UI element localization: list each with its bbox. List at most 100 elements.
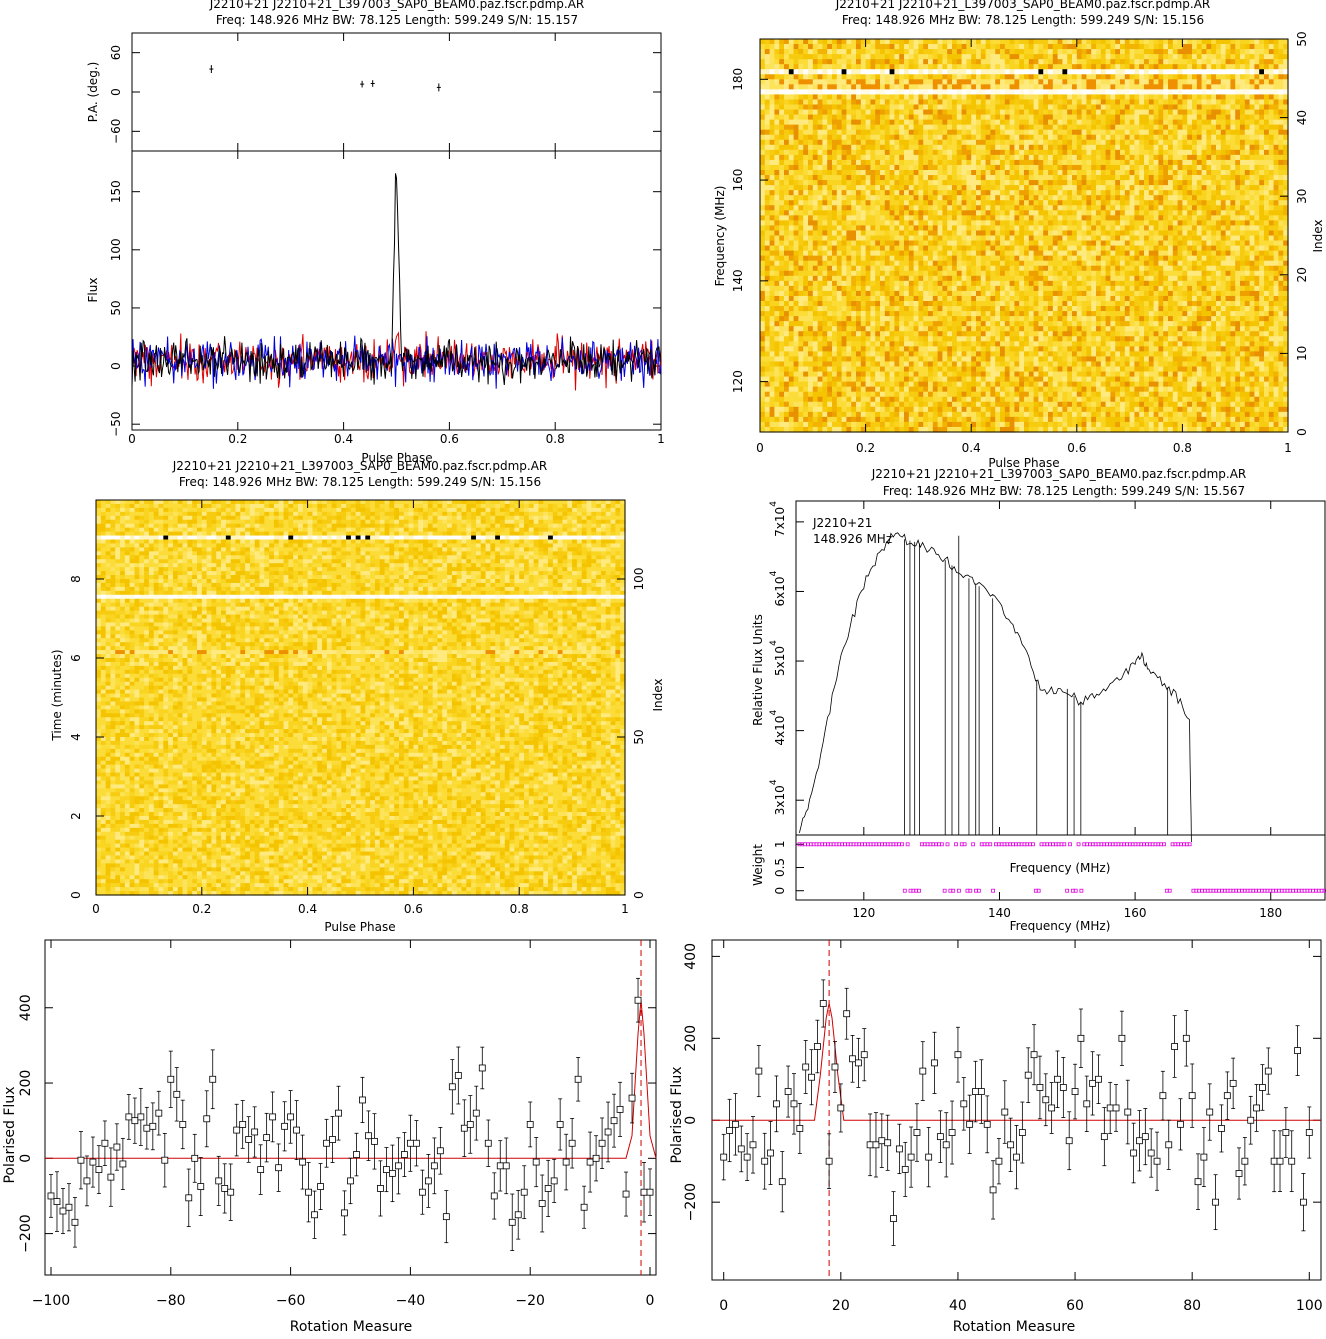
heatmap-cell — [765, 155, 770, 161]
heatmap-cell — [1182, 230, 1187, 236]
heatmap-cell — [1240, 215, 1245, 221]
heatmap-cell — [1130, 155, 1135, 161]
heatmap-cell — [1082, 200, 1087, 206]
heatmap-cell — [957, 69, 962, 75]
heatmap-cell — [890, 105, 895, 111]
heatmap-cell — [1192, 160, 1197, 166]
heatmap-cell — [789, 175, 794, 181]
heatmap-cell — [1062, 215, 1067, 221]
heatmap-cell — [1029, 261, 1034, 267]
heatmap-cell — [938, 64, 943, 70]
heatmap-cell — [856, 225, 861, 231]
heatmap-cell — [1211, 64, 1216, 70]
heatmap-cell — [1072, 220, 1077, 226]
heatmap-cell — [1211, 145, 1216, 151]
heatmap-cell — [1144, 160, 1149, 166]
heatmap-cell — [962, 115, 967, 121]
heatmap-cell — [1230, 180, 1235, 186]
heatmap-cell — [914, 115, 919, 121]
heatmap-cell — [784, 94, 789, 100]
heatmap-cell — [938, 150, 943, 156]
heatmap-cell — [832, 210, 837, 216]
heatmap-cell — [1091, 160, 1096, 166]
heatmap-cell — [1144, 145, 1149, 151]
heatmap-cell — [1274, 74, 1279, 80]
heatmap-cell — [904, 125, 909, 131]
heatmap-cell — [942, 110, 947, 116]
heatmap-cell — [1226, 120, 1231, 126]
heatmap-cell — [1048, 140, 1053, 146]
heatmap-cell — [1101, 225, 1106, 231]
heatmap-cell — [870, 39, 875, 45]
heatmap-cell — [856, 256, 861, 262]
heatmap-cell — [1034, 200, 1039, 206]
heatmap-cell — [885, 200, 890, 206]
heatmap-cell — [928, 145, 933, 151]
heatmap-cell — [995, 130, 1000, 136]
heatmap-cell — [842, 140, 847, 146]
heatmap-cell — [947, 59, 952, 65]
heatmap-cell — [966, 69, 971, 75]
heatmap-cell — [1014, 49, 1019, 55]
heatmap-cell — [760, 69, 765, 75]
heatmap-cell — [866, 135, 871, 141]
heatmap-cell — [803, 140, 808, 146]
heatmap-cell — [1211, 105, 1216, 111]
heatmap-cell — [1240, 165, 1245, 171]
heatmap-cell — [1120, 236, 1125, 242]
heatmap-cell — [875, 115, 880, 121]
heatmap-cell — [1187, 195, 1192, 201]
heatmap-cell — [1173, 225, 1178, 231]
heatmap-cell — [923, 105, 928, 111]
heatmap-cell — [1115, 49, 1120, 55]
heatmap-cell — [856, 115, 861, 121]
heatmap-cell — [861, 170, 866, 176]
heatmap-cell — [899, 105, 904, 111]
heatmap-cell — [875, 175, 880, 181]
heatmap-cell — [1178, 120, 1183, 126]
heatmap-cell — [1115, 94, 1120, 100]
heatmap-cell — [1192, 105, 1197, 111]
heatmap-cell — [1202, 185, 1207, 191]
heatmap-cell — [866, 74, 871, 80]
heatmap-cell — [837, 64, 842, 70]
heatmap-cell — [1086, 220, 1091, 226]
heatmap-cell — [1230, 170, 1235, 176]
heatmap-cell — [1245, 110, 1250, 116]
heatmap-cell — [880, 180, 885, 186]
heatmap-cell — [918, 175, 923, 181]
heatmap-cell — [890, 190, 895, 196]
heatmap-cell — [976, 49, 981, 55]
heatmap-cell — [880, 105, 885, 111]
heatmap-cell — [981, 205, 986, 211]
heatmap-cell — [1206, 110, 1211, 116]
heatmap-cell — [1216, 59, 1221, 65]
heatmap-cell — [914, 74, 919, 80]
heatmap-cell — [1182, 150, 1187, 156]
heatmap-cell — [1240, 205, 1245, 211]
heatmap-cell — [1168, 236, 1173, 242]
heatmap-cell — [870, 236, 875, 242]
heatmap-cell — [760, 99, 765, 105]
heatmap-cell — [904, 84, 909, 90]
heatmap-cell — [798, 150, 803, 156]
heatmap-cell — [1240, 69, 1245, 75]
heatmap-cell — [966, 99, 971, 105]
heatmap-cell — [1038, 170, 1043, 176]
heatmap-cell — [1106, 125, 1111, 131]
heatmap-cell — [1019, 225, 1024, 231]
heatmap-cell — [789, 79, 794, 85]
heatmap-cell — [789, 261, 794, 267]
heatmap-cell — [794, 115, 799, 121]
heatmap-cell — [981, 64, 986, 70]
heatmap-cell — [918, 39, 923, 45]
heatmap-cell — [803, 150, 808, 156]
heatmap-cell — [971, 89, 976, 95]
heatmap-cell — [827, 125, 832, 131]
heatmap-cell — [981, 150, 986, 156]
heatmap-cell — [774, 165, 779, 171]
heatmap-cell — [1254, 210, 1259, 216]
heatmap-cell — [947, 200, 952, 206]
heatmap-cell — [1082, 74, 1087, 80]
heatmap-cell — [1072, 64, 1077, 70]
